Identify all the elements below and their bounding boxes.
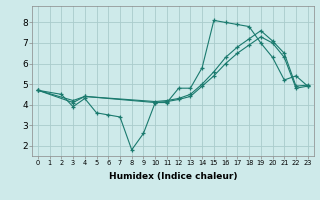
X-axis label: Humidex (Indice chaleur): Humidex (Indice chaleur) bbox=[108, 172, 237, 181]
